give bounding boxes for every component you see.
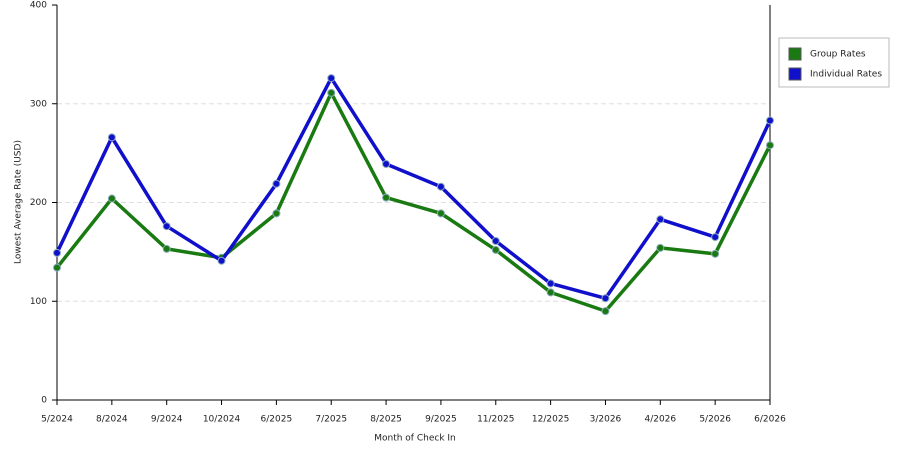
data-point xyxy=(601,307,610,316)
data-point xyxy=(53,263,61,272)
x-tick-label: 5/2024 xyxy=(41,415,73,425)
y-tick-label: 400 xyxy=(30,1,47,11)
data-point xyxy=(107,133,116,142)
data-point xyxy=(53,248,61,257)
data-point xyxy=(217,256,226,265)
x-tick-label: 9/2025 xyxy=(425,415,457,425)
x-tick-label: 11/2025 xyxy=(477,415,514,425)
x-tick-label: 5/2026 xyxy=(699,415,731,425)
x-tick-label: 4/2026 xyxy=(644,415,676,425)
y-tick-label: 200 xyxy=(30,198,47,208)
x-tick-label: 8/2024 xyxy=(96,415,128,425)
data-point xyxy=(162,244,171,253)
data-point xyxy=(546,279,555,288)
x-tick-label: 9/2024 xyxy=(151,415,183,425)
x-tick-label: 10/2024 xyxy=(203,415,241,425)
data-point xyxy=(766,116,774,125)
legend-label: Individual Rates xyxy=(810,70,882,80)
y-tick-label: 300 xyxy=(30,99,47,109)
data-point xyxy=(272,179,281,188)
y-tick-label: 100 xyxy=(30,297,47,307)
data-point xyxy=(601,294,610,303)
data-point xyxy=(327,74,336,83)
data-point xyxy=(711,249,720,258)
data-point xyxy=(382,159,391,168)
x-tick-label: 6/2025 xyxy=(261,415,293,425)
data-point xyxy=(327,88,336,97)
data-point xyxy=(436,209,445,218)
data-point xyxy=(107,194,116,203)
x-tick-label: 12/2025 xyxy=(532,415,569,425)
legend-label: Group Rates xyxy=(810,50,866,60)
data-point xyxy=(162,222,171,231)
legend-swatch xyxy=(788,47,802,61)
x-axis-label: Month of Check In xyxy=(374,434,456,444)
data-point xyxy=(491,237,500,246)
series-line xyxy=(55,91,772,313)
x-tick-label: 6/2026 xyxy=(754,415,786,425)
series-line xyxy=(55,76,772,301)
x-tick-label: 3/2026 xyxy=(590,415,622,425)
data-point xyxy=(491,245,500,254)
data-point xyxy=(656,243,665,252)
y-tick-label: 0 xyxy=(41,396,47,406)
data-point xyxy=(711,233,720,242)
data-point xyxy=(766,141,774,150)
data-point xyxy=(382,193,391,202)
data-point xyxy=(272,209,281,218)
data-point xyxy=(436,182,445,191)
y-axis-label: Lowest Average Rate (USD) xyxy=(14,140,24,264)
data-point xyxy=(656,215,665,224)
x-tick-label: 7/2025 xyxy=(315,415,347,425)
legend-swatch xyxy=(788,67,802,81)
x-tick-label: 8/2025 xyxy=(370,415,402,425)
data-point xyxy=(546,288,555,297)
